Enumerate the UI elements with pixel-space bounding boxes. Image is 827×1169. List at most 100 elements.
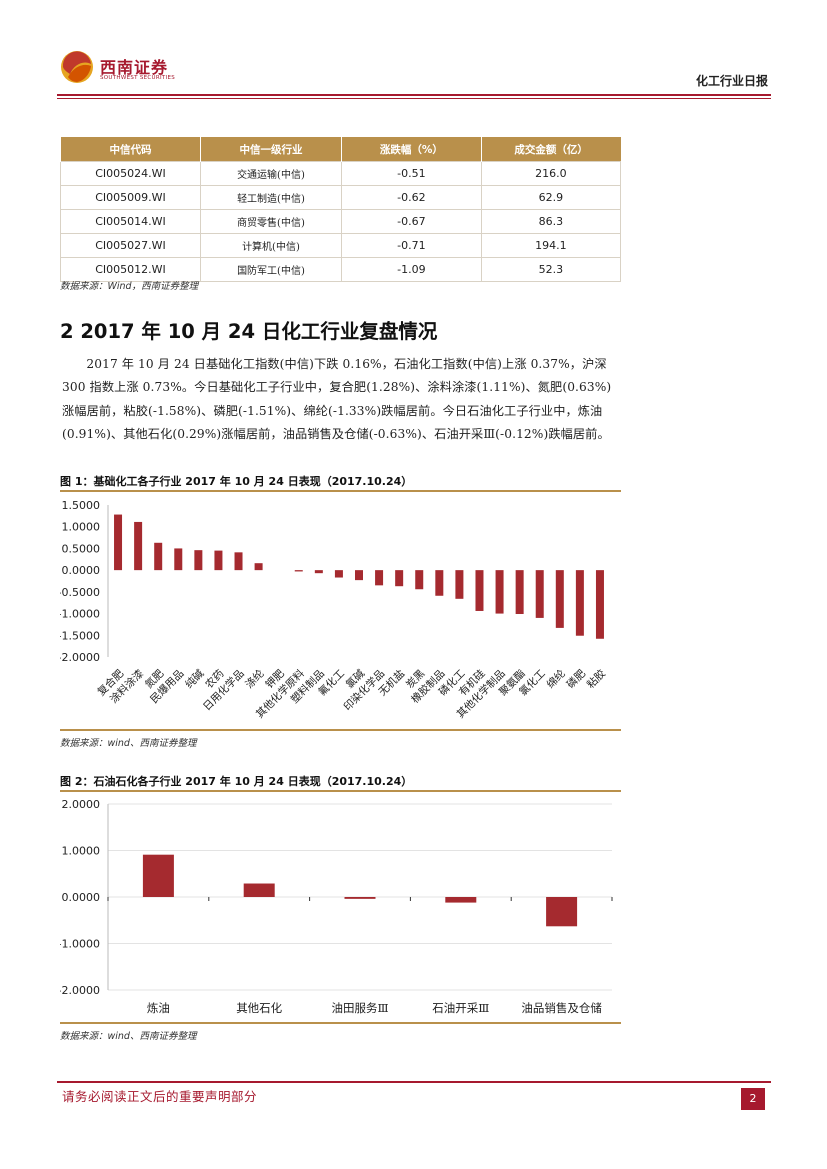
- header-divider-thin: [57, 98, 771, 99]
- table-row: CI005014.WI 商贸零售(中信) -0.67 86.3: [60, 209, 622, 234]
- y-tick-label: -1.0000: [60, 608, 100, 621]
- bar-炼油: [142, 854, 174, 897]
- figure1-top-rule: [60, 490, 621, 492]
- column-header: 成交金额（亿）: [480, 137, 621, 162]
- bar-绵纶: [555, 570, 564, 628]
- code-cell: CI005027.WI: [60, 233, 201, 258]
- footer-divider: [57, 1081, 771, 1083]
- turnover-cell: 194.1: [480, 233, 622, 258]
- bar-橡胶制品: [435, 570, 444, 596]
- industry-table: 中信代码 中信一级行业 涨跌幅（%） 成交金额（亿） CI005024.WI 交…: [60, 137, 622, 282]
- report-title: 化工行业日报: [695, 74, 768, 88]
- figure2-bottom-rule: [60, 1022, 621, 1024]
- bar-粘胶: [595, 570, 604, 639]
- bar-纯碱: [194, 550, 203, 571]
- bar-复合肥: [114, 514, 123, 571]
- bar-涂料涂漆: [134, 521, 143, 571]
- figure1-bottom-rule: [60, 729, 621, 731]
- x-tick-label: 纯碱: [182, 667, 206, 691]
- y-tick-label: -2.0000: [60, 651, 100, 664]
- column-header: 涨跌幅（%）: [341, 137, 482, 162]
- figure1-title: 图 1：基础化工各子行业 2017 年 10 月 24 日表现（2017.10.…: [60, 475, 413, 488]
- bar-氯碱: [355, 570, 363, 581]
- bar-无机盐: [395, 570, 404, 587]
- table-header-row: 中信代码 中信一级行业 涨跌幅（%） 成交金额（亿）: [60, 137, 621, 162]
- page-header: 西南证券 SOUTHWEST SECURITIES 化工行业日报: [60, 44, 770, 92]
- x-tick-label: 粘胶: [584, 667, 608, 691]
- code-cell: CI005012.WI: [60, 257, 201, 282]
- x-tick-label: 石油开采Ⅲ: [432, 1001, 489, 1015]
- figure1-source: 数据来源：wind、西南证券整理: [60, 738, 197, 749]
- industry-cell: 计算机(中信): [199, 233, 343, 258]
- bar-油品销售及仓储: [546, 897, 578, 927]
- section-title: 2 2017 年 10 月 24 日化工行业复盘情况: [60, 320, 438, 343]
- industry-cell: 轻工制造(中信): [199, 185, 343, 210]
- turnover-cell: 52.3: [480, 257, 622, 282]
- bar-其他化学原料: [294, 570, 303, 572]
- bar-磷肥: [575, 570, 584, 636]
- y-tick-label: 0.0000: [62, 564, 101, 577]
- y-tick-label: -0.5000: [60, 586, 100, 599]
- x-tick-label: 油田服务Ⅲ: [331, 1001, 388, 1015]
- bar-农药: [214, 550, 223, 571]
- change-cell: -0.67: [341, 209, 482, 234]
- x-tick-label: 绵纶: [544, 667, 568, 691]
- brand-name: 西南证券: [100, 58, 169, 77]
- change-cell: -0.71: [341, 233, 482, 258]
- bar-氮肥: [154, 542, 163, 571]
- x-tick-label: 涤纶: [243, 667, 267, 691]
- x-tick-label: 其他石化: [236, 1001, 282, 1015]
- bar-印染化学品: [375, 570, 384, 586]
- table-source: 数据来源：Wind，西南证券整理: [60, 281, 199, 292]
- column-header: 中信代码: [60, 137, 201, 162]
- table-row: CI005027.WI 计算机(中信) -0.71 194.1: [60, 233, 622, 258]
- industry-cell: 交通运输(中信): [199, 161, 343, 186]
- bar-其他化学制品: [495, 570, 504, 614]
- y-tick-label: 1.5000: [62, 499, 101, 512]
- code-cell: CI005024.WI: [60, 161, 201, 186]
- y-tick-label: 1.0000: [62, 521, 101, 534]
- southwest-securities-logo-icon: [61, 51, 93, 83]
- figure2-title: 图 2：石油石化各子行业 2017 年 10 月 24 日表现（2017.10.…: [60, 775, 413, 788]
- bar-氯化工: [535, 570, 544, 618]
- y-tick-label: 1.0000: [62, 845, 101, 858]
- figure2-top-rule: [60, 790, 621, 792]
- turnover-cell: 86.3: [480, 209, 622, 234]
- bar-其他石化: [243, 883, 275, 897]
- bar-有机硅: [475, 570, 484, 611]
- change-cell: -0.51: [341, 161, 482, 186]
- y-tick-label: -1.0000: [60, 938, 100, 951]
- figure1-bar-chart: 1.5000 1.0000 0.5000 0.0000 -0.5000 -1.0000 -1…: [60, 499, 608, 721]
- y-tick-label: 2.0000: [62, 798, 101, 811]
- header-divider: [57, 94, 771, 96]
- code-cell: CI005014.WI: [60, 209, 201, 234]
- code-cell: CI005009.WI: [60, 185, 201, 210]
- bar-磷化工: [455, 570, 464, 599]
- change-cell: -1.09: [341, 257, 482, 282]
- bar-涤纶: [254, 563, 263, 571]
- brand-name-en: SOUTHWEST SECURITIES: [100, 75, 176, 81]
- y-tick-label: 0.0000: [62, 891, 101, 904]
- table-row: CI005024.WI 交通运输(中信) -0.51 216.0: [60, 161, 622, 186]
- y-tick-label: 0.5000: [62, 542, 101, 555]
- table-row: CI005012.WI 国防军工(中信) -1.09 52.3: [60, 257, 622, 282]
- change-cell: -0.62: [341, 185, 482, 210]
- page-number: 2: [741, 1088, 765, 1110]
- bar-聚氨酯: [515, 570, 524, 615]
- x-tick-label: 油品销售及仓储: [521, 1001, 602, 1015]
- turnover-cell: 62.9: [480, 185, 622, 210]
- bar-氟化工: [334, 570, 343, 578]
- column-header: 中信一级行业: [199, 137, 342, 162]
- figure2-source: 数据来源：wind、西南证券整理: [60, 1031, 197, 1042]
- figure2-bar-chart: 2.0000 1.0000 0.0000 -1.0000 -2.0000 炼油 其他石化 油田…: [60, 798, 613, 1015]
- bar-日用化学品: [234, 552, 243, 571]
- turnover-cell: 216.0: [480, 161, 622, 186]
- footer-disclaimer: 请务必阅读正文后的重要声明部分: [62, 1089, 258, 1104]
- industry-cell: 国防军工(中信): [199, 257, 343, 282]
- y-tick-label: -1.5000: [60, 629, 100, 642]
- bar-民爆用品: [174, 548, 183, 571]
- x-tick-label: 炼油: [147, 1001, 170, 1015]
- industry-cell: 商贸零售(中信): [199, 209, 343, 234]
- section-paragraph: 2017 年 10 月 24 日基础化工指数(中信)下跌 0.16%，石油化工指…: [62, 357, 612, 441]
- bar-石油开采Ⅲ: [445, 897, 477, 903]
